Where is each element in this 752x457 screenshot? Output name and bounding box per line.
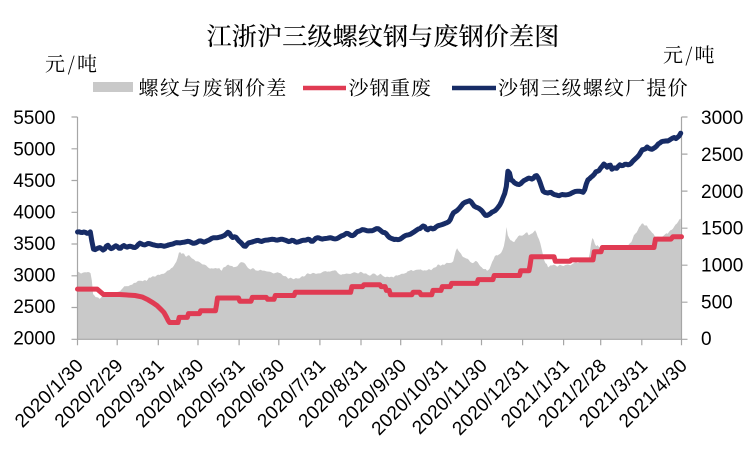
svg-text:0: 0 (701, 329, 712, 350)
svg-text:3500: 3500 (13, 234, 55, 255)
svg-text:3000: 3000 (13, 265, 55, 286)
svg-text:2500: 2500 (701, 145, 743, 166)
svg-text:2500: 2500 (13, 297, 55, 318)
svg-text:4000: 4000 (13, 203, 55, 224)
svg-text:1500: 1500 (701, 219, 743, 240)
svg-text:2000: 2000 (13, 328, 55, 349)
svg-text:3000: 3000 (701, 108, 743, 129)
svg-text:4500: 4500 (13, 171, 55, 192)
svg-text:5500: 5500 (13, 108, 55, 129)
svg-text:5000: 5000 (13, 140, 55, 161)
svg-text:2000: 2000 (701, 182, 743, 203)
svg-text:1000: 1000 (701, 256, 743, 277)
svg-text:500: 500 (701, 292, 733, 313)
